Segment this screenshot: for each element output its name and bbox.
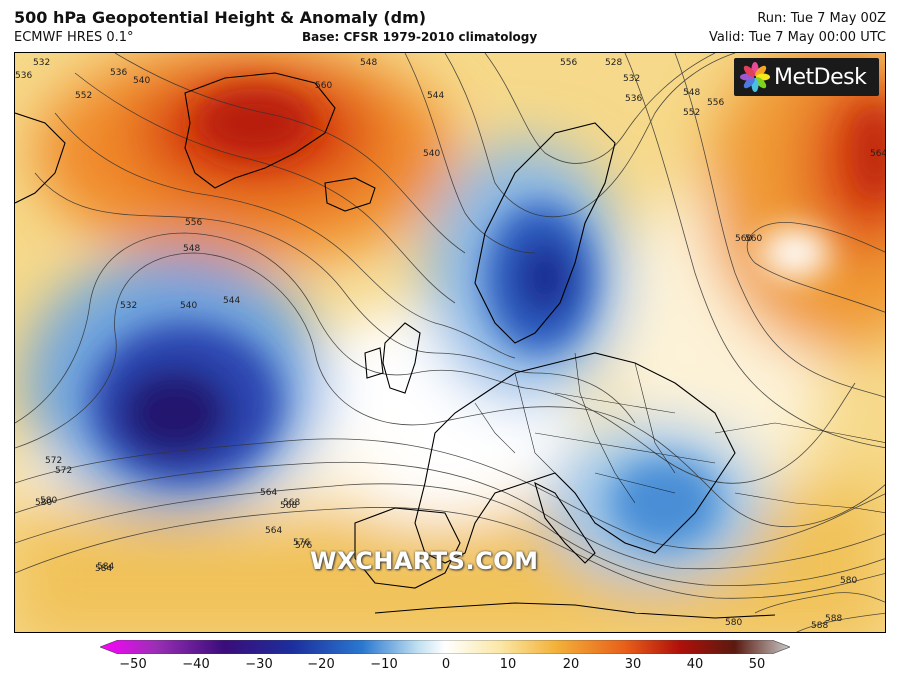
colorbar-tick: 0: [441, 657, 451, 672]
contour-label: 552: [75, 91, 92, 101]
contour-label: 544: [427, 91, 444, 101]
contour-label: 564: [265, 526, 282, 536]
contour-label: 556: [707, 98, 724, 108]
contour-label: 572: [55, 466, 72, 476]
metdesk-flower-logo: [740, 62, 770, 92]
contour-label: 564: [870, 149, 886, 159]
colorbar-tick: 20: [562, 657, 580, 672]
colorbar-gradient: [100, 640, 790, 654]
contour-label: 536: [625, 94, 642, 104]
contour-label: 548: [360, 58, 377, 68]
contour-label: 564: [260, 488, 277, 498]
model-label: ECMWF HRES 0.1°: [14, 30, 134, 45]
map-panel: 532 536 540 544 548 552 556 560 564 568 …: [14, 52, 886, 633]
greenland-coast: [184, 72, 336, 189]
contour-label: 588: [811, 621, 828, 631]
colorbar-tick: 40: [686, 657, 704, 672]
contour-label: 544: [223, 296, 240, 306]
contour-label: 584: [95, 564, 112, 574]
contour-label: 540: [423, 149, 440, 159]
anomaly-cores: [90, 88, 885, 548]
colorbar-tick: −50: [119, 657, 147, 672]
contour-labels: 532 536 540 544 548 552 556 560 564 568 …: [15, 58, 886, 631]
italy-coast: [534, 481, 596, 564]
metdesk-logo-text: MetDesk: [774, 64, 867, 90]
colorbar-tick: 50: [748, 657, 766, 672]
contour-label: 532: [120, 301, 137, 311]
colorbar-tick: 30: [624, 657, 642, 672]
colorbar-tick: 10: [499, 657, 517, 672]
contour-label: 528: [605, 58, 622, 68]
run-time-label: Run: Tue 7 May 00Z: [757, 11, 886, 26]
colorbar-tick: −10: [370, 657, 398, 672]
contour-label: 560: [735, 234, 752, 244]
contour-label: 556: [560, 58, 577, 68]
wxcharts-watermark: WXCHARTS.COM: [310, 547, 539, 575]
british-isles-coast: [382, 322, 421, 394]
contour-label: 532: [33, 58, 50, 68]
contour-label: 540: [180, 301, 197, 311]
contour-label: 588: [825, 614, 842, 624]
contour-label: 548: [183, 244, 200, 254]
climatology-base-label: Base: CFSR 1979-2010 climatology: [302, 30, 538, 44]
iberia-coast: [354, 507, 461, 589]
contour-label: 568: [280, 501, 297, 511]
contour-label: 540: [133, 76, 150, 86]
contour-label: 560: [745, 234, 762, 244]
geopotential-contours: [15, 53, 885, 632]
colorbar-ticks: −50 −40 −30 −20 −10 0 10 20 30 40 50: [0, 657, 900, 679]
country-borders: [474, 352, 885, 513]
contour-label: 552: [683, 108, 700, 118]
north-america-coast: [15, 112, 66, 204]
coastlines: [15, 72, 776, 619]
contour-label: 536: [15, 71, 32, 81]
contour-label: 548: [683, 88, 700, 98]
colorbar-tick: −30: [245, 657, 273, 672]
contour-label: 556: [185, 218, 202, 228]
chart-header: 500 hPa Geopotential Height & Anomaly (d…: [0, 0, 900, 52]
colorbar-tick: −20: [307, 657, 335, 672]
colorbar: [100, 640, 790, 654]
iceland-coast: [324, 177, 376, 212]
contour-label: 560: [315, 81, 332, 91]
contour-label: 572: [45, 456, 62, 466]
contour-label: 532: [623, 74, 640, 84]
scandinavia-coast: [474, 122, 616, 344]
contour-label: 576: [295, 541, 312, 551]
contour-label: 580: [40, 496, 57, 506]
contour-label: 580: [35, 498, 52, 508]
contour-label: 580: [840, 576, 857, 586]
contour-label: 584: [97, 562, 114, 572]
contour-label: 576: [293, 538, 310, 548]
contour-label: 536: [110, 68, 127, 78]
contour-label: 568: [283, 498, 300, 508]
valid-time-label: Valid: Tue 7 May 00:00 UTC: [709, 30, 886, 45]
ireland-coast: [364, 347, 384, 379]
north-africa-coast: [374, 602, 776, 619]
metdesk-logo: MetDesk: [734, 58, 879, 96]
chart-title: 500 hPa Geopotential Height & Anomaly (d…: [14, 8, 427, 27]
anomaly-map: 532 536 540 544 548 552 556 560 564 568 …: [15, 53, 886, 632]
colorbar-tick: −40: [182, 657, 210, 672]
contour-label: 580: [725, 618, 742, 628]
